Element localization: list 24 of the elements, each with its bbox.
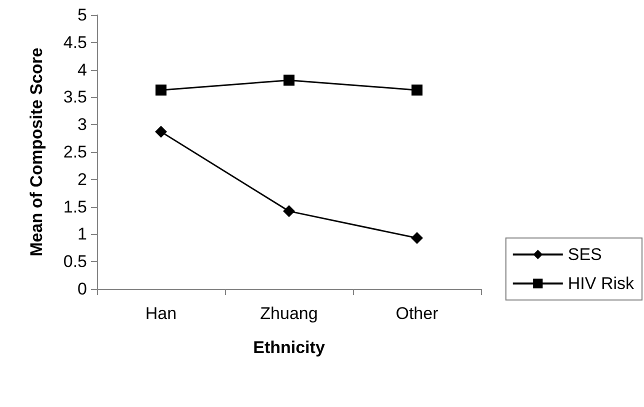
y-tick-label: 3.5 <box>63 88 87 107</box>
point <box>283 205 295 218</box>
y-tick-label: 0 <box>78 280 87 298</box>
point <box>156 84 166 96</box>
y-tick-label: 4 <box>78 60 87 80</box>
y-tick-label: 4.5 <box>63 32 87 52</box>
point <box>412 84 422 96</box>
y-tick-label: 0.5 <box>63 252 87 272</box>
y-tick-label: 3 <box>78 115 87 134</box>
point <box>284 74 294 86</box>
legend-label: HIV Risk <box>568 274 634 293</box>
point <box>155 126 167 138</box>
x-axis-title: Ethnicity <box>253 338 326 357</box>
x-tick-label: Zhuang <box>260 304 318 323</box>
x-tick-label: Han <box>145 304 177 323</box>
y-axis-title: Mean of Composite Score <box>27 48 46 256</box>
y-tick-label: 2 <box>78 170 87 189</box>
y-tick-label: 2.5 <box>63 142 87 162</box>
legend-label: SES <box>568 245 602 264</box>
y-tick-label: 1 <box>78 224 87 244</box>
y-tick-label: 5 <box>78 6 87 24</box>
x-tick-label: Other <box>396 304 439 323</box>
y-tick-label: 1.5 <box>63 197 87 216</box>
point <box>411 232 423 244</box>
